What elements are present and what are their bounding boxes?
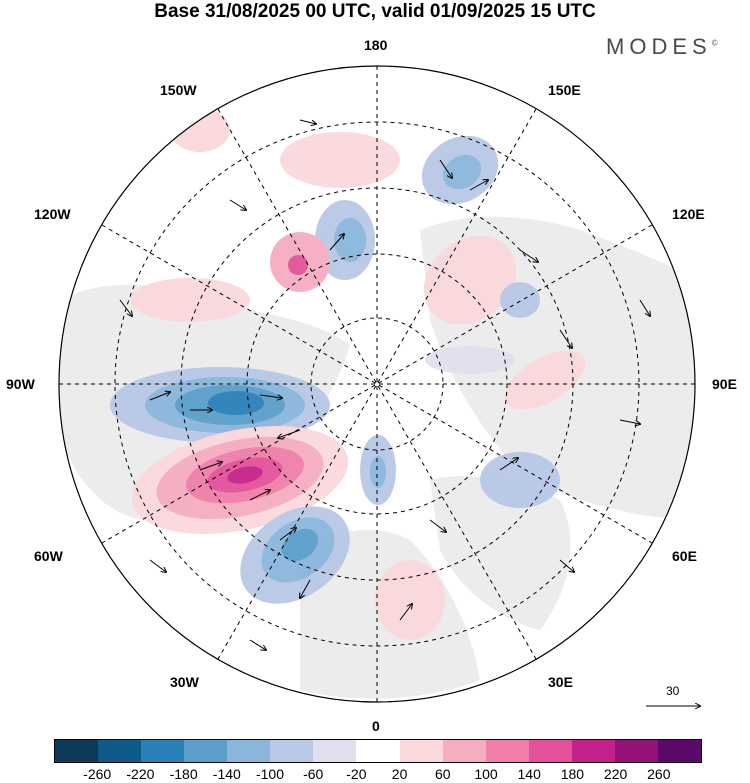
colorbar-tick-label: 220: [603, 766, 628, 782]
colorbar-tick-label: -180: [169, 766, 198, 782]
colorbar-swatch: [442, 740, 486, 762]
lon-label-150e: 150E: [548, 82, 581, 98]
colorbar-swatch: [270, 740, 314, 762]
colorbar-tick-label: -220: [126, 766, 155, 782]
colorbar-tick-label: 60: [435, 766, 451, 782]
lon-label-120e: 120E: [672, 206, 705, 222]
lon-label-90w: 90W: [6, 376, 35, 392]
lon-label-90e: 90E: [712, 376, 737, 392]
lon-label-60w: 60W: [34, 548, 63, 564]
lon-label-180: 180: [364, 37, 388, 53]
colorbar-swatch: [98, 740, 142, 762]
lon-label-30e: 30E: [548, 674, 573, 690]
modes-logo: MODES©: [606, 34, 718, 60]
colorbar-swatch: [141, 740, 185, 762]
colorbar-tick-label: -60: [303, 766, 324, 782]
colorbar-swatch: [313, 740, 357, 762]
colorbar-swatch: [485, 740, 529, 762]
lon-label-120w: 120W: [34, 206, 71, 222]
map-title: Base 31/08/2025 00 UTC, valid 01/09/2025…: [154, 1, 596, 22]
colorbar-tick-label: -140: [212, 766, 241, 782]
colorbar: [54, 739, 702, 763]
colorbar-swatch: [571, 740, 615, 762]
colorbar-swatch: [55, 740, 99, 762]
colorbar-tick-label: 140: [517, 766, 541, 782]
colorbar-tick-label: 260: [647, 766, 671, 782]
vector-scale-label: 30: [666, 684, 680, 698]
lon-label-150w: 150W: [160, 82, 197, 98]
colorbar-tick-label: -260: [83, 766, 112, 782]
anomaly-shading: [110, 108, 586, 640]
colorbar-swatch: [528, 740, 572, 762]
colorbar-swatch: [614, 740, 658, 762]
wind-vectors: [119, 119, 650, 650]
map-boundary: [58, 65, 696, 703]
colorbar-tick-label: 20: [391, 766, 408, 782]
colorbar-swatch: [184, 740, 228, 762]
colorbar-tick-label: -100: [255, 766, 285, 782]
colorbar-swatch: [227, 740, 271, 762]
colorbar-swatch: [399, 740, 443, 762]
colorbar-tick-label: -20: [346, 766, 367, 782]
colorbar-swatch: [657, 740, 701, 762]
colorbar-tick-label: 100: [474, 766, 498, 782]
colorbar-tick-label: 180: [560, 766, 585, 782]
logo-text: MODES: [606, 34, 712, 59]
colorbar-swatch: [356, 740, 400, 762]
graticule: [59, 66, 695, 702]
lon-label-60e: 60E: [672, 548, 697, 564]
copyright-mark: ©: [711, 38, 718, 48]
lon-label-30w: 30W: [170, 674, 199, 690]
lon-label-0: 0: [372, 718, 380, 734]
